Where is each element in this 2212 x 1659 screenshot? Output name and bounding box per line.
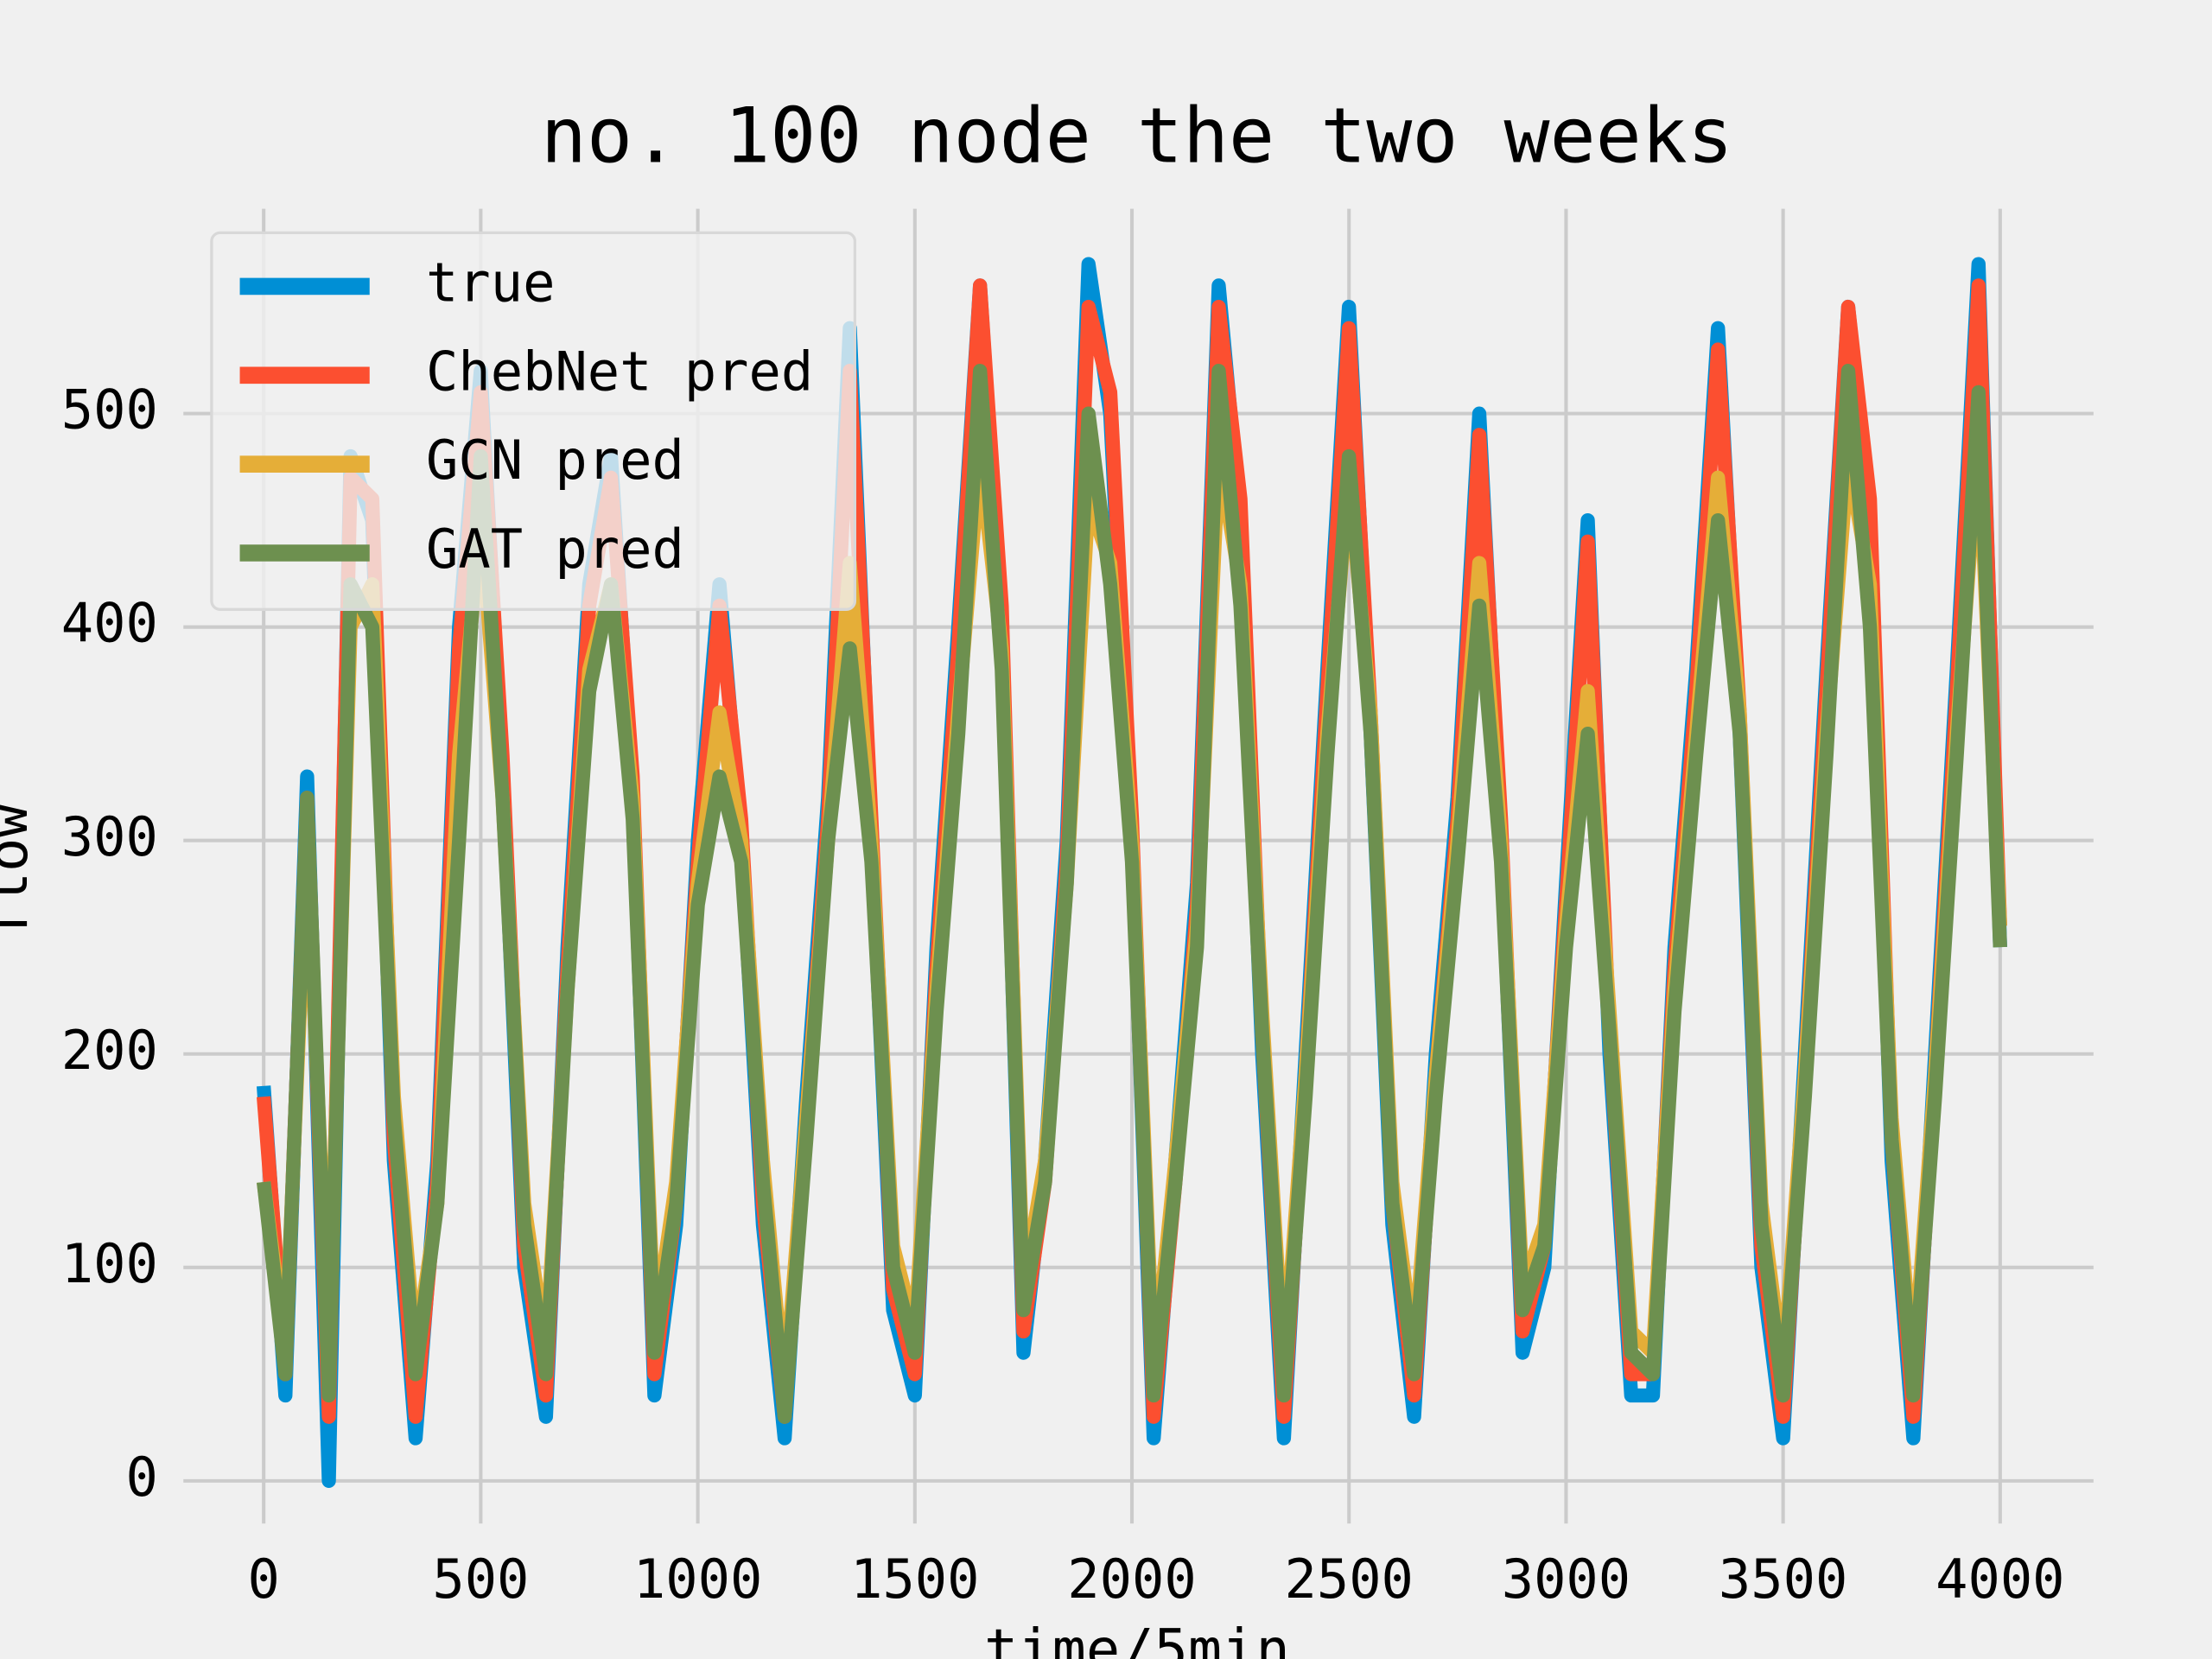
y-tick-label: 200 [61, 1019, 158, 1082]
x-tick-label: 3000 [1502, 1548, 1630, 1611]
x-axis-label: time/5min [984, 1618, 1290, 1659]
legend-label: ChebNet pred [426, 340, 813, 403]
x-tick-label: 3500 [1719, 1548, 1847, 1611]
legend-label: true [426, 251, 555, 315]
y-tick-label: 400 [61, 592, 158, 655]
legend: true ChebNet pred GCN pred GAT pred [210, 231, 857, 611]
legend-box [210, 231, 857, 611]
y-tick-label: 300 [61, 805, 158, 868]
x-tick-label: 1000 [633, 1548, 762, 1611]
x-tick-label: 4000 [1936, 1548, 2064, 1611]
x-tick-label: 500 [432, 1548, 529, 1611]
x-tick-label: 2500 [1285, 1548, 1414, 1611]
legend-label: GCN pred [426, 429, 684, 492]
plot-area [256, 257, 2007, 1488]
y-tick-label: 100 [61, 1232, 158, 1295]
legend-label: GAT pred [426, 518, 684, 581]
chart-title: no. 100 node the two weeks [541, 92, 1733, 181]
x-tick-label: 1500 [850, 1548, 979, 1611]
x-tick-label: 2000 [1067, 1548, 1196, 1611]
y-tick-label: 500 [61, 378, 158, 442]
series-line [257, 364, 2007, 1424]
y-axis-label: flow [0, 804, 41, 940]
y-tick-label: 0 [125, 1446, 157, 1509]
x-tick-label: 0 [248, 1548, 280, 1611]
